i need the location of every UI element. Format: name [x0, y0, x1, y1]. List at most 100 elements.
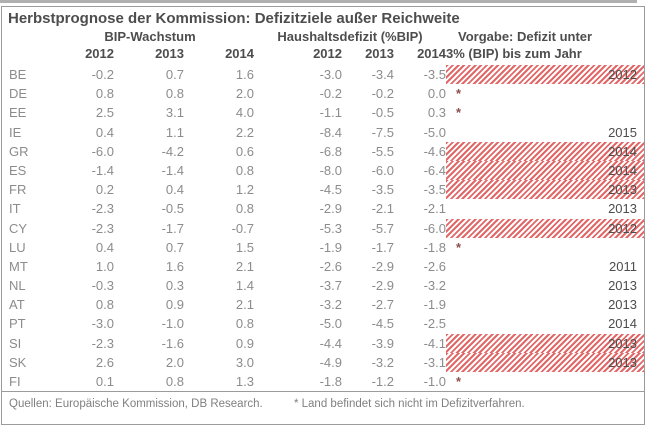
deficit-value: -2.7 [371, 297, 394, 313]
target-year: 2013 [608, 297, 637, 313]
gdp-value: 2.6 [95, 354, 114, 370]
deficit-value: -3.5 [371, 182, 394, 198]
deficit-value: -5.3 [319, 220, 342, 236]
deficit-value: -3.2 [319, 297, 342, 313]
gdp-value: 2.5 [95, 105, 114, 121]
target-cell: * [446, 372, 644, 391]
gdp-year-header: 2012 [85, 46, 114, 61]
gdp-value: 0.8 [95, 297, 114, 313]
deficit-value: -1.8 [319, 374, 342, 389]
target-cell-missed: 2014 [446, 141, 644, 161]
target-year: 2012 [608, 67, 637, 82]
deficit-value: -2.6 [319, 258, 342, 274]
gdp-value: -1.0 [161, 316, 184, 332]
deficit-year-header: 2014 [417, 46, 446, 61]
target-cell: 2013 [446, 276, 644, 295]
target-cell-missed: 2013 [446, 352, 644, 372]
target-year: 2014 [608, 143, 637, 159]
deficit-value: -3.9 [371, 335, 394, 351]
deficit-value: -3.0 [319, 67, 342, 82]
table-row: FR 0.2 0.4 1.2 -4.5 -3.5 -3.5 2013 [2, 180, 644, 200]
deficit-value: -8.4 [319, 124, 342, 140]
gdp-value: 0.8 [95, 86, 114, 102]
deficit-value: -3.5 [423, 182, 446, 198]
table-row: FI 0.1 0.8 1.3 -1.8 -1.2 -1.0 * [2, 372, 644, 391]
source-text: Quellen: Europäische Kommission, DB Rese… [9, 398, 263, 411]
country-label: CY [9, 220, 28, 236]
deficit-value: -3.5 [423, 67, 446, 82]
deficit-value: -4.1 [423, 335, 446, 351]
gdp-value: 0.2 [95, 182, 114, 198]
gdp-value: 0.8 [165, 86, 184, 102]
gdp-value: 0.1 [95, 374, 114, 389]
gdp-value: -1.4 [161, 162, 184, 178]
gdp-value: 1.3 [235, 374, 254, 389]
deficit-value: -2.9 [371, 278, 394, 294]
gdp-value: 0.7 [165, 67, 184, 82]
deficit-value: -5.0 [319, 316, 342, 332]
target-cell-missed: 2013 [446, 180, 644, 200]
table-row: LU 0.4 0.7 1.5 -1.9 -1.7 -1.8 * [2, 238, 644, 257]
gdp-value: -1.6 [161, 335, 184, 351]
deficit-year-header: 2013 [365, 46, 394, 61]
target-cell: 2013 [446, 199, 644, 218]
deficit-value: -1.2 [371, 374, 394, 389]
deficit-value: -6.0 [371, 162, 394, 178]
deficit-value: -2.1 [423, 201, 446, 217]
target-year: 2011 [609, 258, 637, 274]
deficit-value: -4.9 [319, 354, 342, 370]
deficit-value: -1.7 [371, 239, 394, 255]
gdp-value: 2.0 [165, 354, 184, 370]
table-title: Herbstprognose der Kommission: Defizitzi… [8, 10, 460, 27]
deficit-value: -0.5 [371, 105, 394, 121]
target-cell: 2015 [446, 123, 644, 142]
table-row: DE 0.8 0.8 2.0 -0.2 -0.2 0.0 * [2, 84, 644, 103]
deficit-value: -4.5 [371, 316, 394, 332]
gdp-value: 1.6 [165, 258, 184, 274]
target-cell-missed: 2013 [446, 333, 644, 353]
no-deficit-procedure-asterisk: * [456, 105, 462, 121]
deficit-value: -7.5 [371, 124, 394, 140]
deficit-value: -3.1 [423, 354, 446, 370]
gdp-value: -3.0 [91, 316, 114, 332]
gdp-value: 1.6 [235, 67, 254, 82]
table-row: BE -0.2 0.7 1.6 -3.0 -3.4 -3.5 2012 [2, 65, 644, 85]
deficit-value: -1.8 [423, 239, 446, 255]
table-row: IE 0.4 1.1 2.2 -8.4 -7.5 -5.0 2015 [2, 123, 644, 142]
deficit-value: -5.7 [371, 220, 394, 236]
year-header-spacer [2, 45, 46, 65]
country-label: SK [9, 354, 27, 370]
country-label: NL [9, 278, 26, 294]
deficit-value: -3.2 [423, 278, 446, 294]
table-row: PT -3.0 -1.0 0.8 -5.0 -4.5 -2.5 2014 [2, 314, 644, 333]
target-year: 2015 [608, 124, 637, 140]
gdp-value: -0.3 [91, 278, 114, 294]
gdp-value: 4.0 [235, 105, 254, 121]
country-label: MT [9, 258, 28, 274]
gdp-value: 0.8 [235, 201, 254, 217]
target-cell-missed: 2012 [446, 65, 644, 85]
country-label: LU [9, 239, 26, 255]
country-label: FR [9, 182, 27, 198]
gdp-value: 1.1 [165, 124, 184, 140]
gdp-value: 3.0 [235, 354, 254, 370]
target-year: 2013 [608, 182, 637, 198]
gdp-value: 0.8 [165, 374, 184, 389]
target-cell: 2011 [446, 257, 644, 276]
group-header-target: Vorgabe: Defizit unter [458, 29, 593, 44]
deficit-value: -2.6 [423, 258, 446, 274]
target-year: 2013 [608, 201, 637, 217]
gdp-value: -1.4 [91, 162, 114, 178]
table-body: BE -0.2 0.7 1.6 -3.0 -3.4 -3.5 2012 DE 0.8 0.8 2.0 -… [2, 65, 644, 391]
no-deficit-procedure-asterisk: * [456, 374, 462, 389]
gdp-value: 0.7 [165, 239, 184, 255]
target-year: 2014 [608, 162, 637, 178]
target-cell: 2014 [446, 314, 644, 333]
gdp-value: 0.9 [165, 297, 184, 313]
deficit-value: -6.8 [319, 143, 342, 159]
gdp-value: -4.2 [161, 143, 184, 159]
group-header-gdp: BIP-Wachstum [104, 29, 196, 44]
gdp-value: 0.8 [235, 162, 254, 178]
gdp-value: -1.7 [161, 220, 184, 236]
deficit-value: 0.0 [427, 86, 446, 102]
